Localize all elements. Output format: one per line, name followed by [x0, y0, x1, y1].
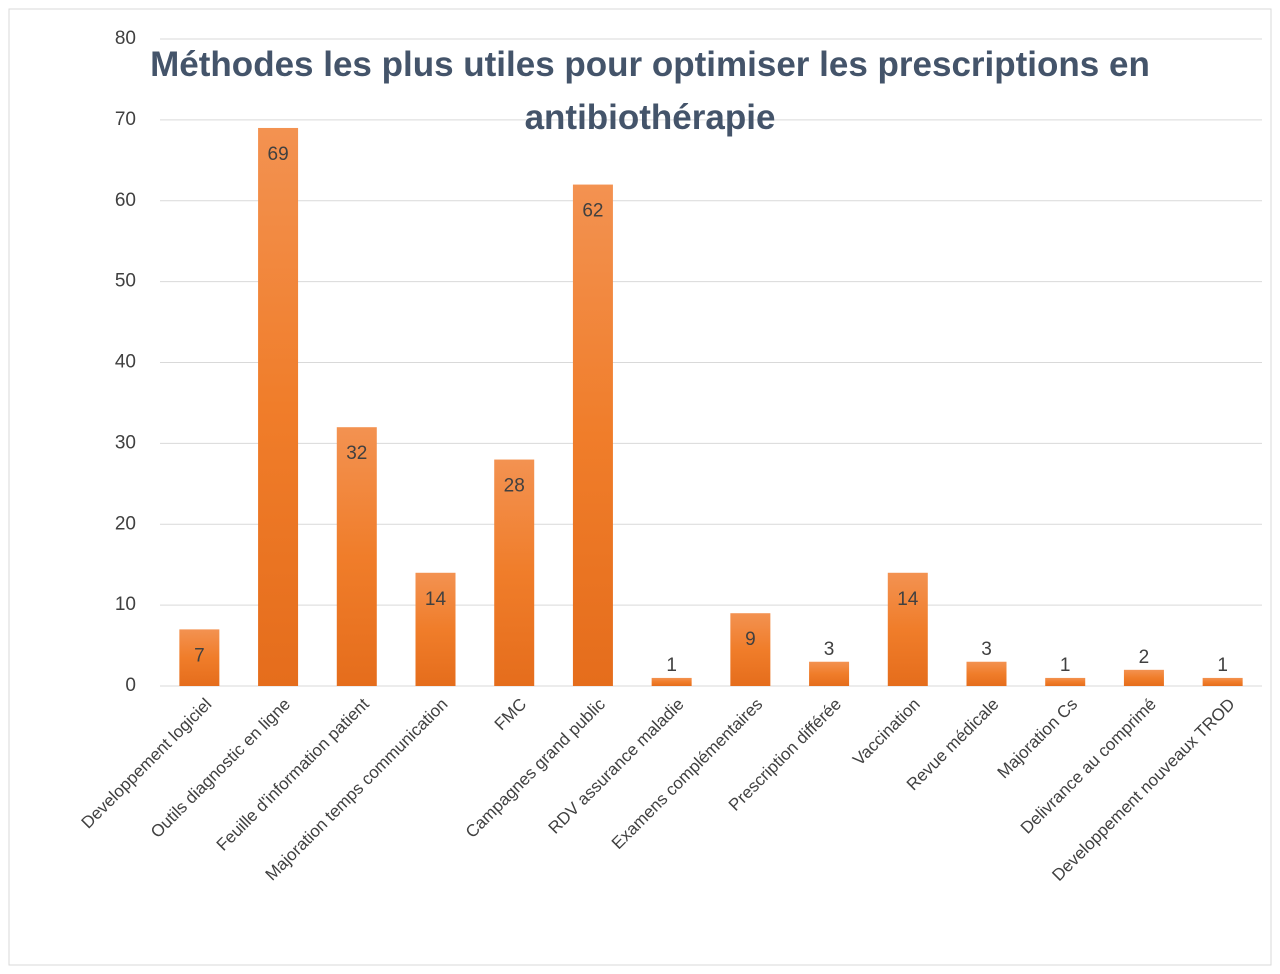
bar	[1123, 669, 1164, 686]
data-label: 14	[425, 589, 447, 610]
y-tick-label: 30	[115, 432, 136, 453]
y-tick-label: 80	[115, 28, 136, 49]
bar	[730, 613, 771, 686]
x-tick-label: Developpement logiciel	[78, 695, 216, 833]
bar	[1045, 677, 1086, 686]
data-label: 7	[194, 645, 205, 666]
bar	[966, 661, 1007, 686]
bar	[179, 629, 220, 686]
x-tick-label: Delivrance au comprimé	[1017, 695, 1160, 838]
data-label: 62	[582, 201, 603, 222]
x-tick-label: FMC	[491, 695, 530, 734]
bar	[494, 459, 535, 686]
bar	[258, 127, 299, 686]
data-label: 1	[666, 655, 677, 676]
y-tick-label: 20	[115, 513, 136, 534]
bar	[887, 572, 928, 686]
bar	[415, 572, 456, 686]
chart-frame	[8, 8, 1272, 966]
bar	[651, 677, 692, 686]
data-label: 32	[346, 443, 367, 464]
chart-title: Méthodes les plus utiles pour optimiser …	[150, 45, 1150, 137]
y-tick-label: 0	[125, 675, 136, 696]
x-tick-label: RDV assurance maladie	[545, 695, 688, 838]
data-label: 14	[897, 589, 919, 610]
y-tick-label: 60	[115, 190, 136, 211]
data-label: 28	[504, 476, 525, 497]
y-tick-label: 10	[115, 594, 136, 615]
bar	[1202, 677, 1243, 686]
x-tick-label: Vaccination	[849, 695, 924, 770]
data-label: 1	[1060, 655, 1071, 676]
x-tick-label: Campagnes grand public	[462, 694, 609, 841]
bar	[572, 184, 613, 686]
data-label: 3	[981, 639, 992, 660]
x-tick-label: Examens complémentaires	[608, 695, 766, 853]
y-tick-label: 40	[115, 352, 136, 373]
bar	[336, 427, 377, 686]
data-label: 1	[1217, 655, 1228, 676]
bar	[809, 661, 850, 686]
data-label: 3	[824, 639, 835, 660]
x-tick-label: Feuille d'information patient	[213, 694, 373, 854]
data-label: 2	[1139, 647, 1150, 668]
y-tick-label: 70	[115, 109, 136, 130]
x-tick-label: Outils diagnostic en ligne	[147, 695, 294, 842]
data-label: 69	[268, 144, 289, 165]
x-tick-label: Majoration Cs	[994, 695, 1082, 783]
y-tick-label: 50	[115, 271, 136, 292]
data-label: 9	[745, 629, 756, 650]
